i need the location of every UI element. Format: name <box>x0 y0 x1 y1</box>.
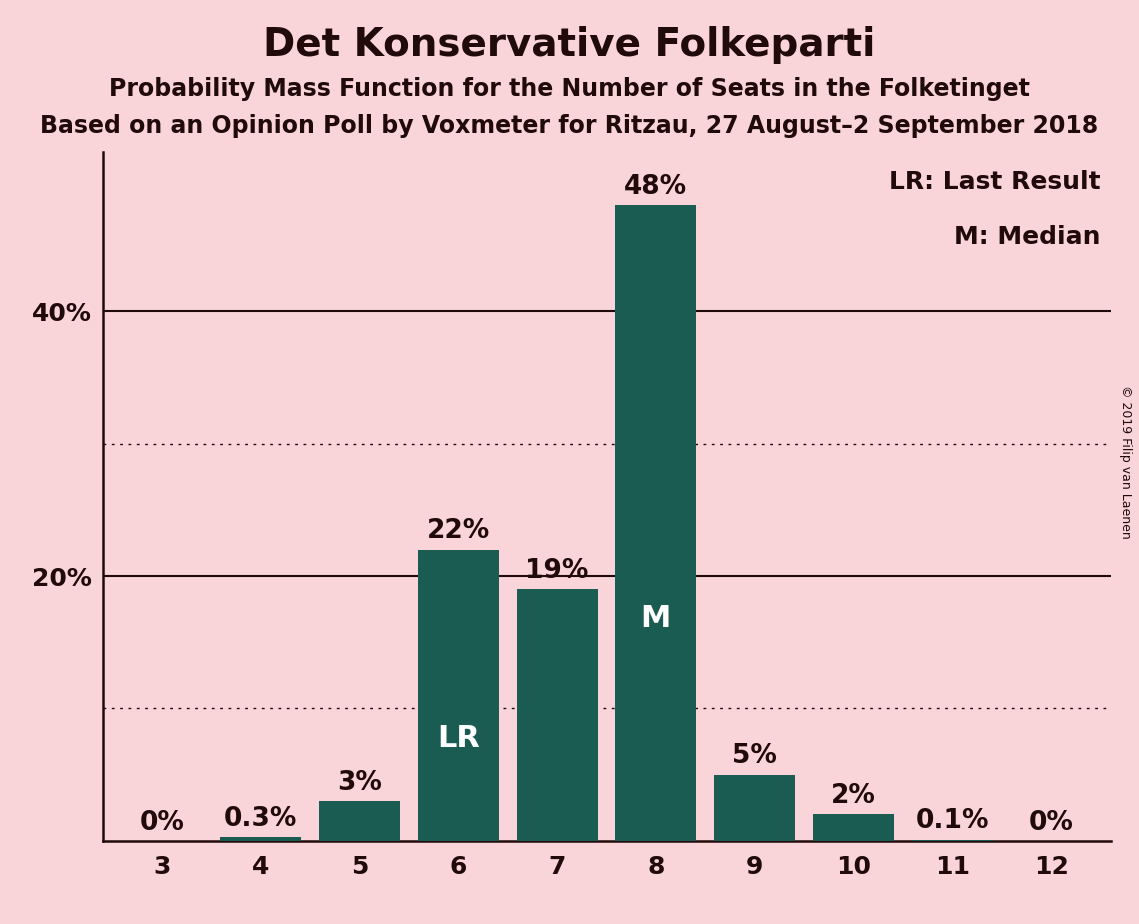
Bar <box>714 774 795 841</box>
Text: M: Median: M: Median <box>954 225 1100 249</box>
Text: Det Konservative Folkeparti: Det Konservative Folkeparti <box>263 26 876 64</box>
Text: 3%: 3% <box>337 770 382 796</box>
Text: 2%: 2% <box>831 783 876 809</box>
Bar <box>319 801 400 841</box>
Text: LR: Last Result: LR: Last Result <box>888 170 1100 194</box>
Bar <box>517 590 598 841</box>
Text: 19%: 19% <box>525 558 589 584</box>
Text: 0%: 0% <box>139 809 185 835</box>
Text: 5%: 5% <box>732 743 777 770</box>
Bar <box>615 205 696 841</box>
Bar <box>220 837 301 841</box>
Text: Based on an Opinion Poll by Voxmeter for Ritzau, 27 August–2 September 2018: Based on an Opinion Poll by Voxmeter for… <box>40 114 1099 138</box>
Text: Probability Mass Function for the Number of Seats in the Folketinget: Probability Mass Function for the Number… <box>109 77 1030 101</box>
Text: M: M <box>641 604 671 633</box>
Bar <box>912 840 993 841</box>
Bar <box>418 550 499 841</box>
Text: 0.1%: 0.1% <box>916 808 989 834</box>
Text: 48%: 48% <box>624 174 688 201</box>
Text: 22%: 22% <box>427 518 490 544</box>
Bar <box>813 814 894 841</box>
Text: 0%: 0% <box>1029 809 1074 835</box>
Text: 0.3%: 0.3% <box>224 806 297 832</box>
Text: © 2019 Filip van Laenen: © 2019 Filip van Laenen <box>1118 385 1132 539</box>
Text: LR: LR <box>437 724 480 753</box>
